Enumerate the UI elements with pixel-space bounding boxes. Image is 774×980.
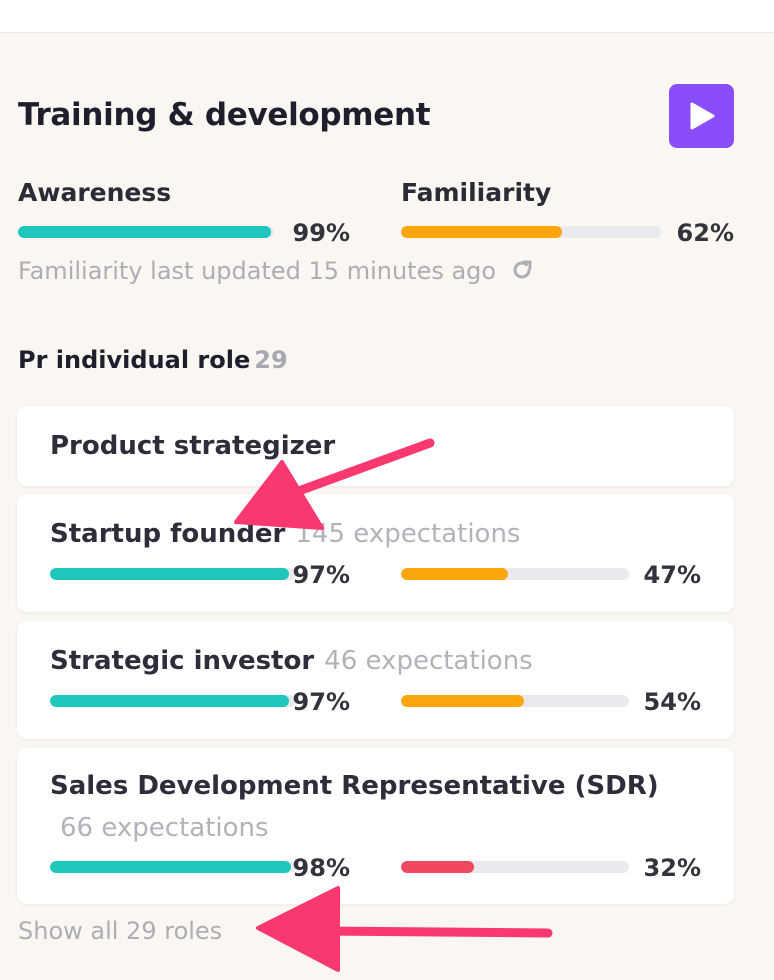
role-awareness-bar-fill xyxy=(50,695,289,707)
role-familiarity-bar xyxy=(401,568,629,580)
role-card-startup-founder[interactable]: Startup founder 145 expectations 97% 47% xyxy=(17,494,734,612)
role-name: Strategic investor xyxy=(50,646,315,676)
role-familiarity-bar xyxy=(401,861,629,873)
top-bar xyxy=(0,0,774,33)
role-familiarity-percent: 47% xyxy=(643,561,701,589)
role-awareness-bar-fill xyxy=(50,568,289,580)
role-awareness-bar xyxy=(50,695,296,707)
familiarity-label: Familiarity xyxy=(401,178,552,207)
updated-label: Familiarity last updated 15 minutes ago xyxy=(18,257,497,285)
awareness-bar xyxy=(18,226,274,238)
familiarity-percent: 62% xyxy=(676,219,734,247)
roles-heading-label: Pr individual role xyxy=(18,346,251,374)
play-icon xyxy=(690,102,714,130)
role-familiarity-bar-fill xyxy=(401,695,525,707)
role-card-strategic-investor[interactable]: Strategic investor 46 expectations 97% 54… xyxy=(17,621,734,739)
section-title: Training & development xyxy=(18,97,431,133)
refresh-icon[interactable] xyxy=(510,258,534,282)
role-familiarity-bar xyxy=(401,695,629,707)
awareness-percent: 99% xyxy=(292,219,350,247)
role-name: Sales Development Representative (SDR) xyxy=(50,771,659,801)
familiarity-updated-text: Familiarity last updated 15 minutes ago xyxy=(18,254,534,288)
role-familiarity-percent: 54% xyxy=(643,688,701,716)
familiarity-bar xyxy=(401,226,661,238)
role-title: Startup founder 145 expectations xyxy=(50,513,700,555)
role-expectations: 66 expectations xyxy=(60,813,269,843)
role-familiarity-bar-fill xyxy=(401,568,509,580)
role-name: Startup founder xyxy=(50,519,286,549)
role-title: Product strategizer xyxy=(50,425,700,467)
awareness-label: Awareness xyxy=(18,178,172,207)
role-familiarity-bar-fill xyxy=(401,861,474,873)
role-awareness-bar-fill xyxy=(50,861,292,873)
role-awareness-percent: 97% xyxy=(292,688,350,716)
play-button[interactable] xyxy=(669,84,734,148)
role-title: Strategic investor 46 expectations xyxy=(50,640,700,682)
role-awareness-percent: 97% xyxy=(292,561,350,589)
role-awareness-percent: 98% xyxy=(292,854,350,882)
role-expectations: 145 expectations xyxy=(295,519,521,549)
role-name: Product strategizer xyxy=(50,431,336,461)
role-title: Sales Development Representative (SDR) 6… xyxy=(50,765,700,849)
role-awareness-bar xyxy=(50,861,296,873)
familiarity-bar-fill xyxy=(401,226,563,238)
roles-heading: Pr individual role 29 xyxy=(18,343,288,377)
role-card-product-strategizer[interactable]: Product strategizer xyxy=(17,406,734,486)
role-expectations: 46 expectations xyxy=(324,646,533,676)
role-awareness-bar xyxy=(50,568,296,580)
show-all-roles-link[interactable]: Show all 29 roles xyxy=(18,917,223,945)
role-familiarity-percent: 32% xyxy=(643,854,701,882)
awareness-bar-fill xyxy=(18,226,272,238)
role-card-sdr[interactable]: Sales Development Representative (SDR) 6… xyxy=(17,748,734,904)
roles-count: 29 xyxy=(254,346,288,374)
